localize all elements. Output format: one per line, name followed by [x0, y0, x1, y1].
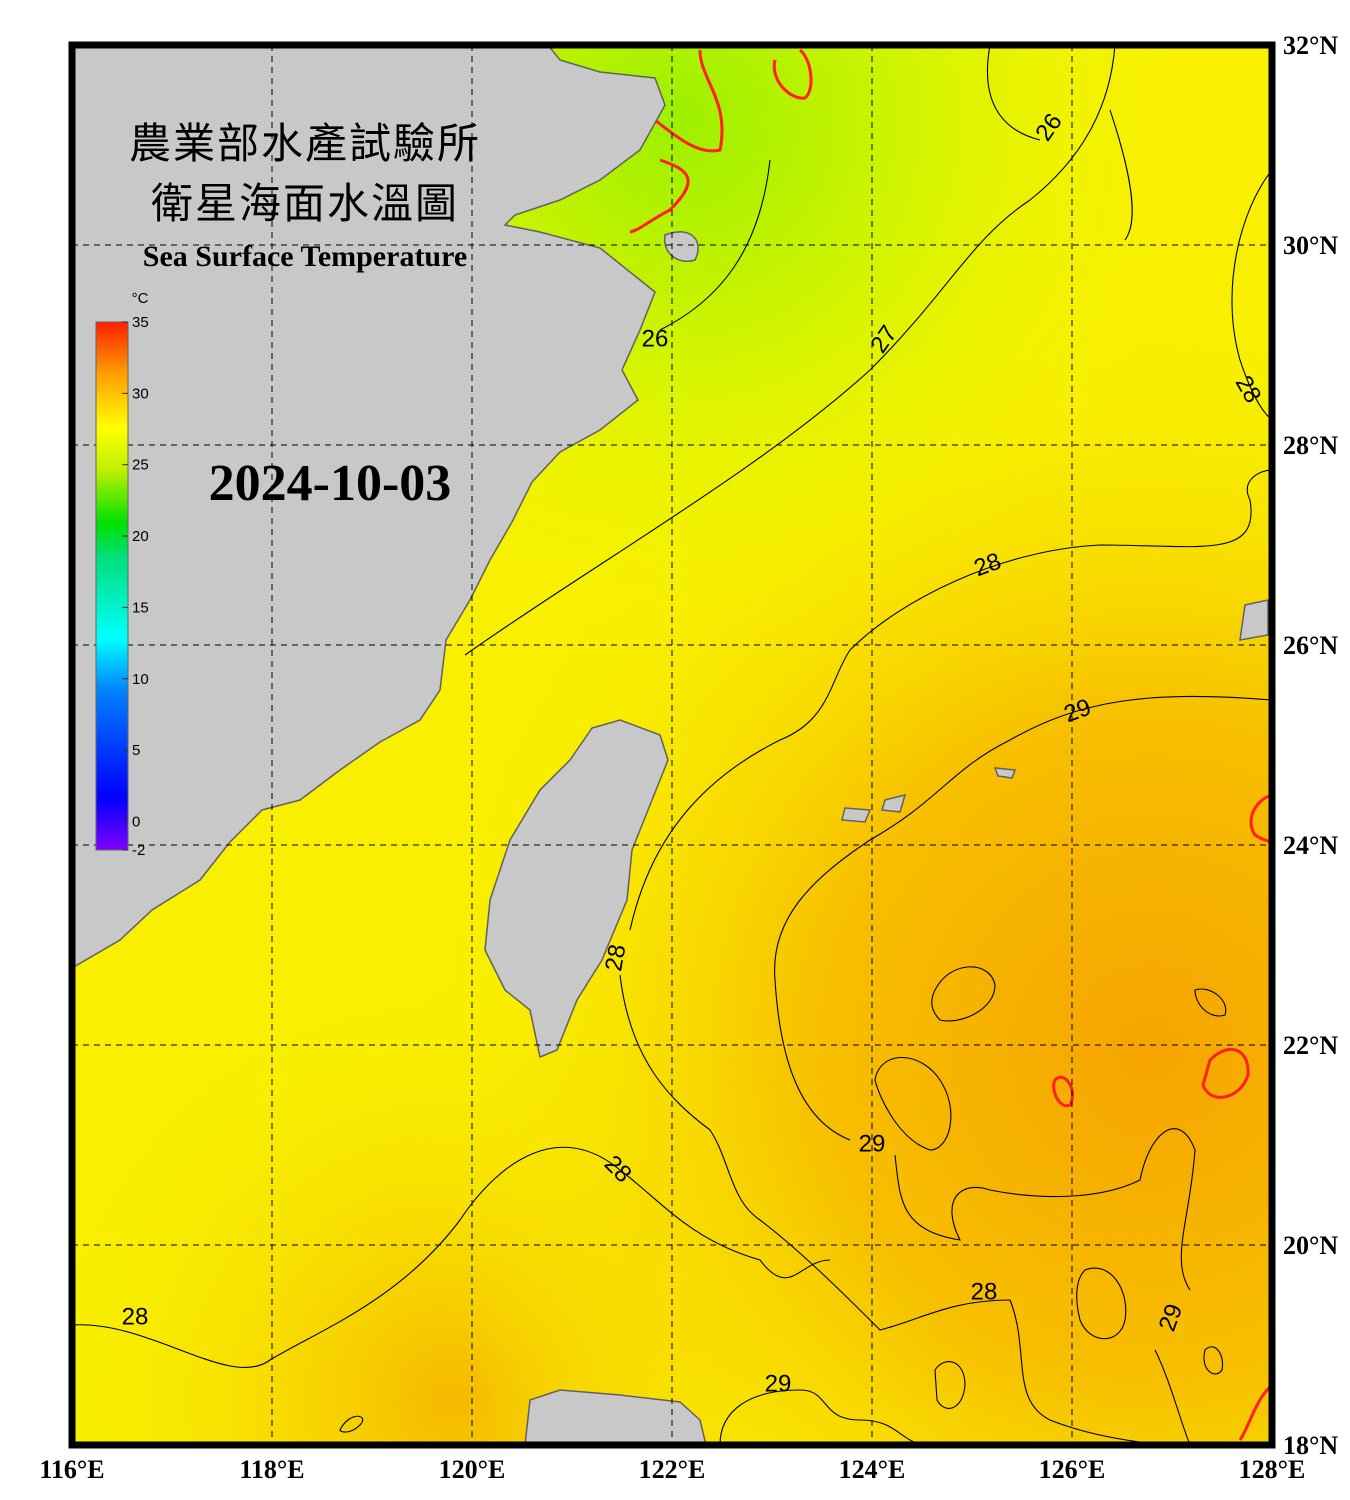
contour-line: [659, 159, 771, 331]
contour-line: [931, 966, 996, 1022]
x-tick-label: 124°E: [839, 1455, 906, 1484]
x-tick-label: 126°E: [1039, 1455, 1106, 1484]
contour-line: [986, 45, 1041, 141]
contour-line: [1231, 169, 1272, 421]
x-tick-label: 116°E: [39, 1455, 104, 1484]
contour-line: [72, 1146, 831, 1369]
contour-line: [619, 974, 1181, 1445]
land: [72, 45, 1269, 1445]
contour-line: [464, 45, 1116, 656]
contour-label: 28: [122, 1303, 149, 1330]
colorbar-tick-label: 20: [132, 528, 149, 545]
contours: [72, 45, 1272, 1445]
y-tick-label: 18°N: [1283, 1431, 1338, 1460]
contour-label: 29: [765, 1370, 792, 1397]
contour-line: [629, 158, 690, 234]
title-zh-1: 農業部水產試驗所: [129, 121, 481, 168]
colorbar-tick-label: 35: [132, 314, 149, 331]
y-tick-label: 28°N: [1283, 431, 1338, 460]
mainland: [72, 45, 666, 969]
contour-line: [1201, 1047, 1250, 1099]
contour-line: [1194, 988, 1227, 1017]
y-tick-label: 20°N: [1283, 1231, 1338, 1260]
colorbar-tick-label: 30: [132, 385, 149, 402]
contour-label: 28: [600, 942, 631, 973]
y-tick-label: 30°N: [1283, 231, 1338, 260]
colorbar: [95, 321, 129, 851]
colorbar-tick-label: 5: [132, 742, 140, 759]
contour-label: 29: [859, 1130, 886, 1157]
y-tick-label: 22°N: [1283, 1031, 1338, 1060]
contour-line: [1052, 1076, 1074, 1108]
contour-line: [934, 1361, 966, 1409]
contour-line: [772, 48, 813, 100]
contour-line: [894, 1128, 1196, 1291]
contour-line: [874, 1057, 952, 1151]
y-tick-label: 24°N: [1283, 831, 1338, 860]
contour-line: [1076, 1267, 1127, 1340]
island: [881, 793, 907, 813]
luzon: [524, 1389, 707, 1445]
colorbar-tick-label: -2: [132, 842, 145, 859]
colorbar-tick-label: 15: [132, 599, 149, 616]
colorbar-unit: °C: [132, 290, 149, 307]
island: [993, 767, 1017, 779]
contour-line: [1203, 1346, 1224, 1375]
contour-line: [1238, 1383, 1272, 1441]
x-tick-label: 128°E: [1239, 1455, 1306, 1484]
contour-label: 26: [642, 325, 669, 352]
colorbar-tick-label: 0: [132, 813, 140, 830]
graticule: [72, 45, 1272, 1445]
contour-line: [629, 469, 1272, 931]
island: [841, 807, 872, 823]
contour-line: [1109, 109, 1133, 241]
y-tick-label: 26°N: [1283, 631, 1338, 660]
contour-line: [654, 49, 724, 153]
island: [1239, 599, 1269, 641]
contour-line: [339, 1415, 364, 1433]
axes: 116°E 118°E 120°E 122°E 124°E 126°E 128°E18°N 2…: [39, 31, 1338, 1484]
title-zh-2: 衛星海面水溫圖: [151, 182, 459, 228]
contour-label: 28: [971, 1278, 998, 1305]
x-tick-label: 120°E: [439, 1455, 506, 1484]
contour-line: [719, 1389, 931, 1445]
map-frame: [68, 41, 1276, 1449]
x-tick-label: 122°E: [639, 1455, 706, 1484]
island: [664, 231, 699, 262]
colorbar-tick-label: 10: [132, 671, 149, 688]
colorbar-tick-label: 25: [132, 457, 149, 474]
title-en: Sea Surface Temperature: [143, 240, 467, 273]
taiwan: [484, 719, 669, 1059]
x-tick-label: 118°E: [239, 1455, 304, 1484]
contour-line: [774, 695, 1272, 1141]
y-tick-label: 32°N: [1283, 31, 1338, 60]
contour-line: [1154, 1349, 1191, 1445]
date: 2024-10-03: [209, 455, 452, 512]
